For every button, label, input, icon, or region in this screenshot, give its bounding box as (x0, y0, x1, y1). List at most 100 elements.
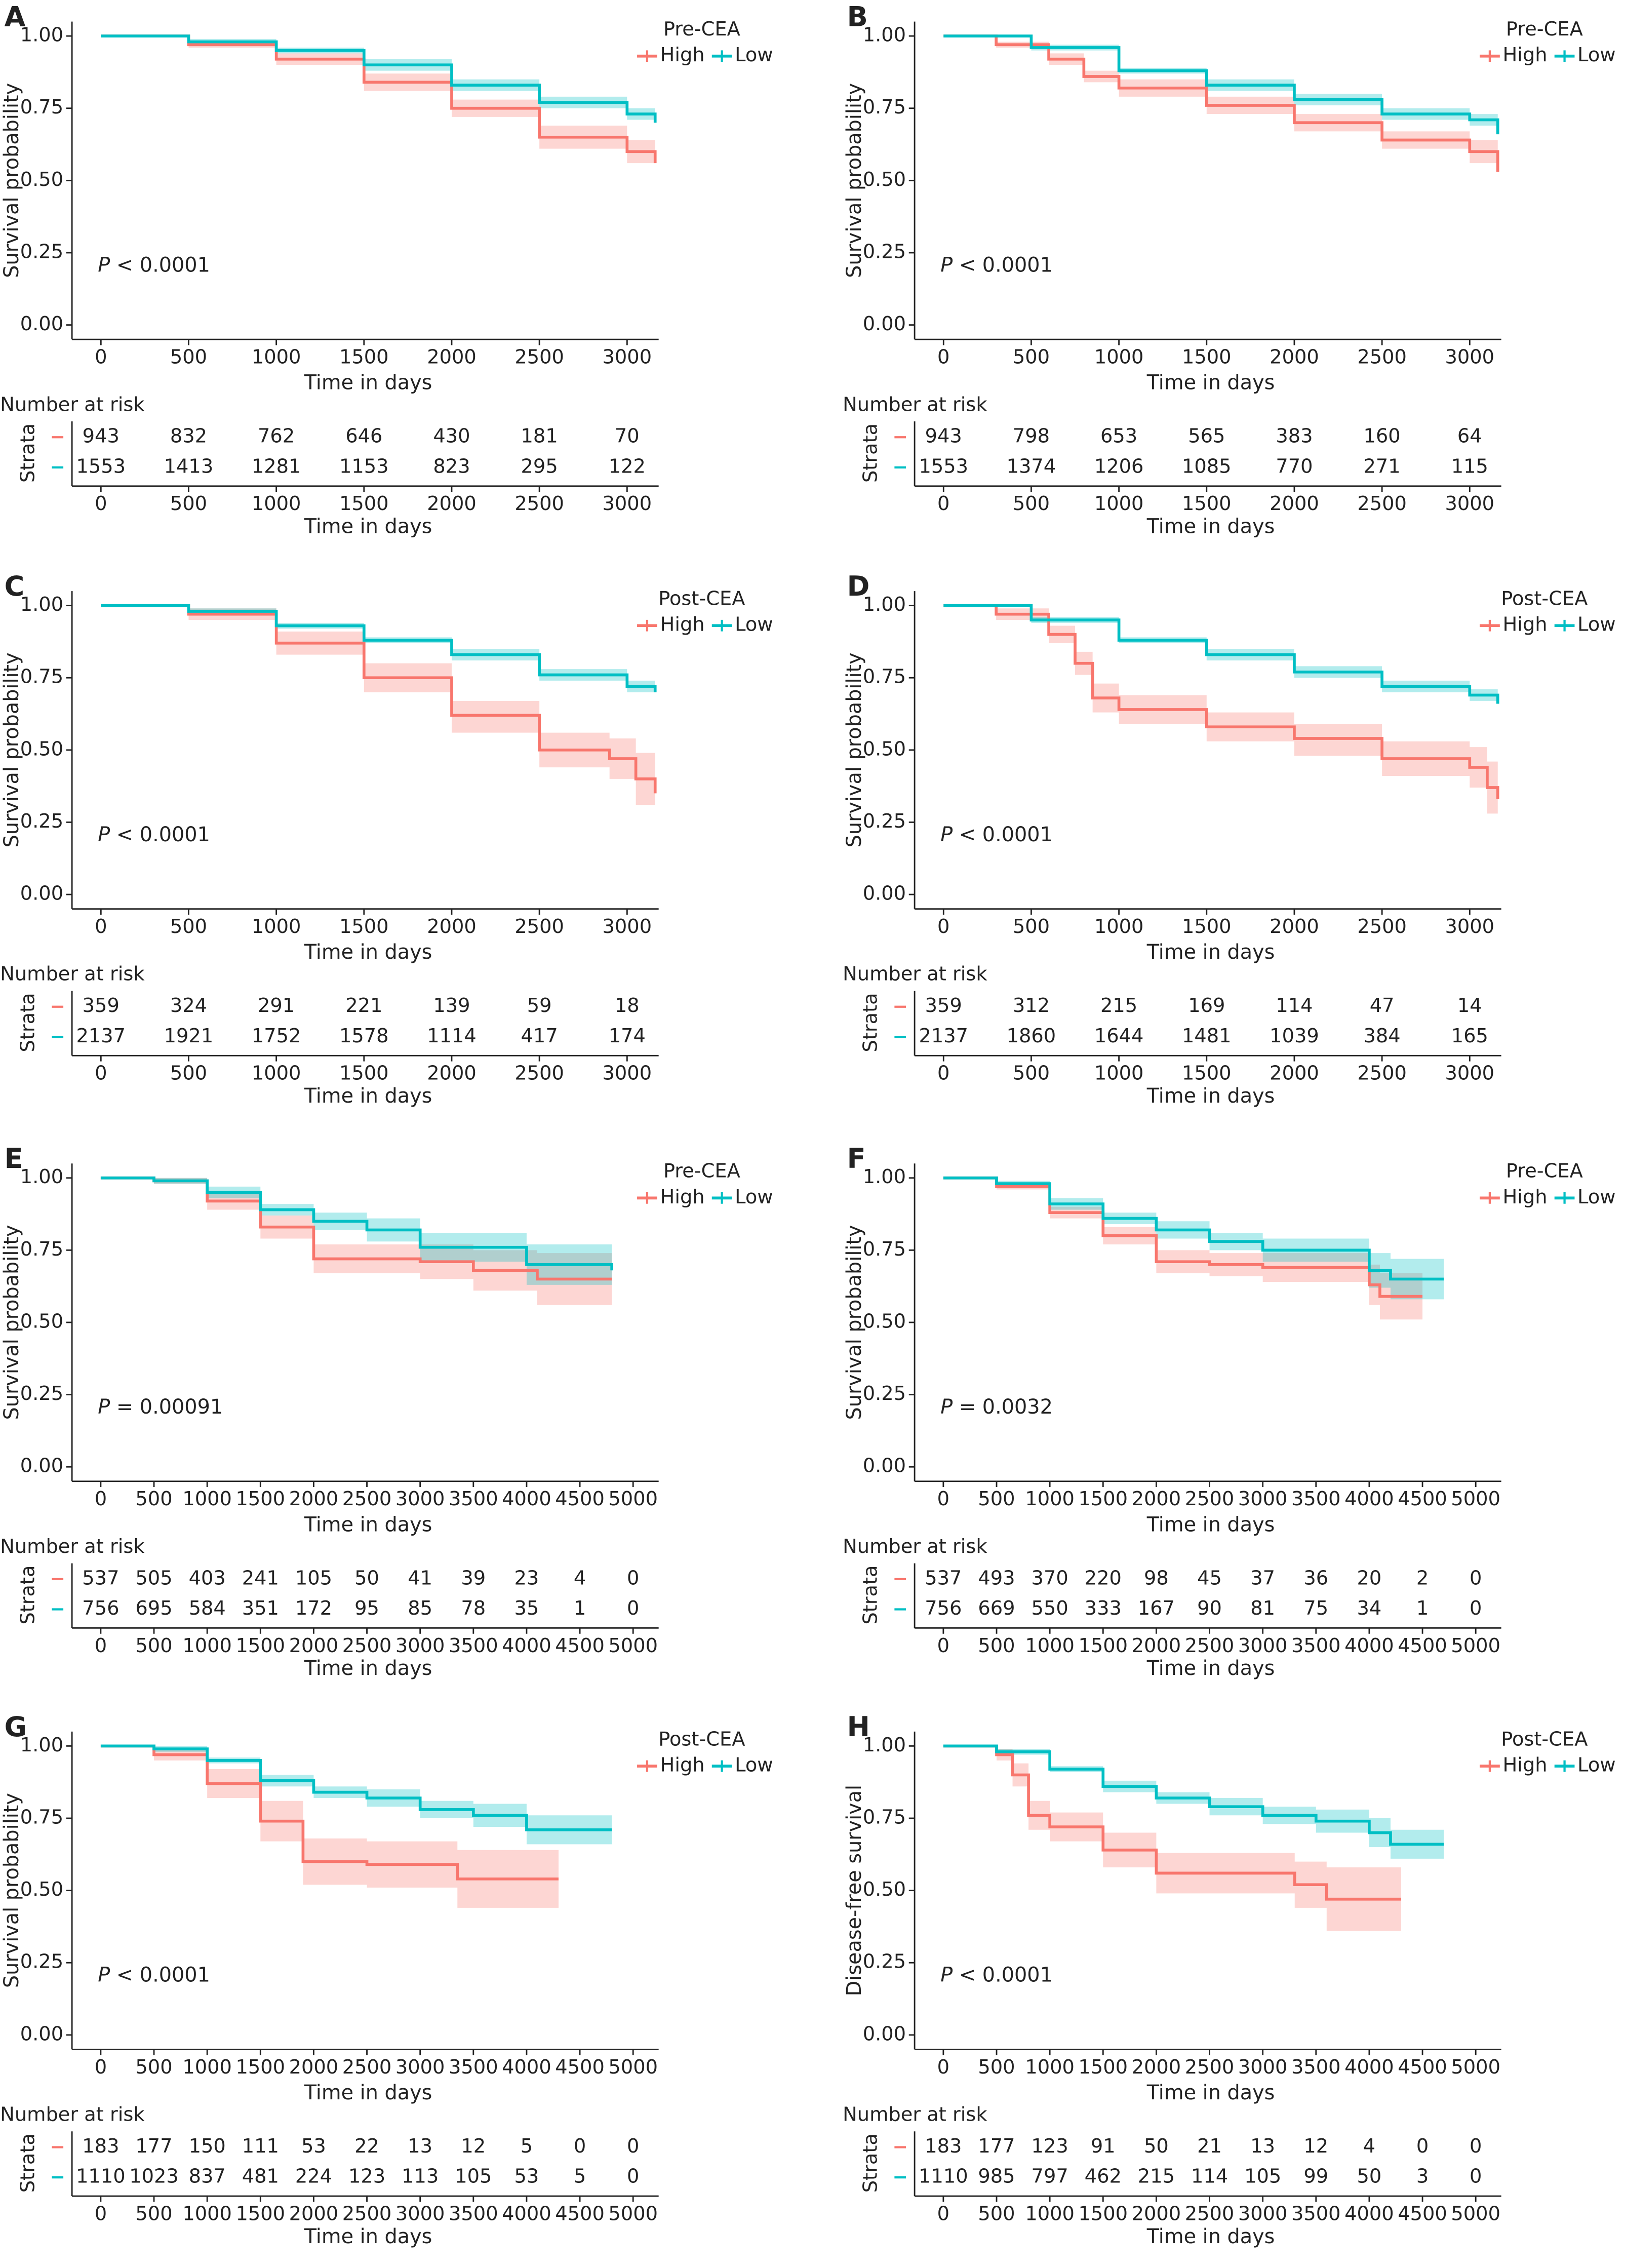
risk-count: 1374 (1007, 455, 1056, 478)
risk-count: 359 (83, 994, 120, 1017)
strata-label: Strata (859, 2133, 882, 2193)
y-tick-label: 1.00 (20, 1734, 63, 1756)
x-tick-label: 2500 (1357, 346, 1407, 369)
x-tick-label: 3000 (603, 346, 652, 369)
risk-count: 0 (627, 1597, 639, 1620)
x-tick-label: 3000 (395, 2056, 445, 2079)
risk-x-tick-label: 2500 (1185, 2202, 1235, 2225)
x-tick-label: 4500 (555, 1488, 605, 1510)
risk-x-tick-label: 3000 (1238, 1634, 1288, 1657)
y-tick-label: 0.00 (20, 2022, 63, 2045)
risk-count: 1644 (1094, 1025, 1144, 1047)
risk-x-tick-label: 1500 (1079, 2202, 1128, 2225)
risk-x-tick-label: 1500 (1182, 492, 1232, 515)
legend-title: Pre-CEA (663, 18, 740, 41)
risk-count: 537 (925, 1567, 962, 1589)
risk-x-axis-label: Time in days (304, 515, 432, 538)
legend-label: Low (1577, 1753, 1615, 1776)
risk-table-title: Number at risk (0, 393, 145, 416)
risk-count: 1481 (1182, 1025, 1232, 1047)
confidence-band (943, 605, 1498, 828)
x-tick-label: 1500 (339, 346, 389, 369)
risk-count: 20 (1357, 1567, 1382, 1589)
risk-count: 5 (521, 2135, 533, 2158)
risk-table-title: Number at risk (0, 2103, 145, 2126)
risk-x-tick-label: 0 (937, 2202, 949, 2225)
p-symbol: P (940, 253, 953, 277)
risk-count: 0 (1416, 2135, 1429, 2158)
y-tick-label: 0.25 (863, 810, 906, 833)
survival-curve (100, 1176, 613, 1271)
panel-label: F (847, 1143, 866, 1175)
risk-count: 669 (978, 1597, 1015, 1620)
legend-label: Low (735, 613, 773, 636)
x-tick-label: 500 (170, 915, 207, 938)
y-tick-label: 0.25 (20, 810, 63, 833)
risk-count: 169 (1188, 994, 1225, 1017)
risk-x-tick-label: 5000 (1451, 1634, 1500, 1657)
panel-label: E (5, 1143, 23, 1175)
y-tick-label: 0.50 (863, 1878, 906, 1901)
risk-count: 221 (345, 994, 382, 1017)
survival-curve (943, 604, 1499, 799)
risk-count: 1114 (427, 1025, 477, 1047)
risk-x-tick-label: 4000 (502, 2202, 551, 2225)
risk-x-tick-label: 1500 (236, 2202, 286, 2225)
risk-count: 2137 (76, 1025, 126, 1047)
x-axis-label: Time in days (1146, 2081, 1275, 2104)
risk-count: 13 (408, 2135, 432, 2158)
y-tick-label: 0.00 (863, 312, 906, 335)
y-tick-label: 0.25 (863, 1950, 906, 1973)
x-tick-label: 2000 (1270, 915, 1319, 938)
legend-label: High (1502, 613, 1547, 636)
risk-table-title: Number at risk (0, 963, 145, 986)
x-tick-label: 2500 (1185, 1488, 1235, 1510)
x-tick-label: 2000 (289, 2056, 339, 2079)
risk-count: 584 (189, 1597, 226, 1620)
x-tick-label: 3500 (1291, 1488, 1341, 1510)
x-tick-label: 2500 (342, 2056, 392, 2079)
y-tick-label: 1.00 (863, 593, 906, 616)
risk-table-title: Number at risk (843, 1535, 987, 1558)
risk-count: 565 (1188, 425, 1225, 448)
p-value: P < 0.0001 (98, 253, 210, 277)
x-tick-label: 5000 (608, 2056, 658, 2079)
risk-x-tick-label: 4000 (1344, 2202, 1394, 2225)
x-tick-label: 0 (937, 915, 949, 938)
risk-count: 5 (574, 2165, 586, 2188)
x-tick-label: 0 (95, 346, 107, 369)
x-tick-label: 5000 (1451, 1488, 1500, 1510)
risk-count: 53 (301, 2135, 326, 2158)
risk-count: 359 (925, 994, 962, 1017)
p-text: < 0.0001 (116, 1963, 210, 1986)
risk-x-tick-label: 2500 (342, 1634, 392, 1657)
risk-x-tick-label: 4000 (502, 1634, 551, 1657)
confidence-band (100, 1178, 612, 1288)
risk-count: 505 (135, 1567, 172, 1589)
risk-count: 1085 (1182, 455, 1232, 478)
legend-title: Post-CEA (658, 1728, 745, 1750)
risk-count: 177 (135, 2135, 172, 2158)
y-axis-label: Survival probability (0, 652, 23, 847)
x-tick-label: 4500 (1398, 1488, 1447, 1510)
x-tick-label: 3500 (1291, 2056, 1341, 2079)
y-tick-label: 0.25 (20, 240, 63, 263)
x-tick-label: 1500 (1182, 915, 1232, 938)
risk-count: 123 (348, 2165, 385, 2188)
x-tick-label: 1500 (236, 1488, 286, 1510)
risk-x-tick-label: 3000 (1445, 1062, 1495, 1085)
risk-x-tick-label: 0 (95, 2202, 107, 2225)
x-tick-label: 0 (937, 1488, 949, 1510)
risk-x-tick-label: 500 (1013, 492, 1050, 515)
y-tick-label: 0.75 (863, 666, 906, 688)
survival-curve (943, 604, 1499, 704)
risk-count: 1153 (339, 455, 389, 478)
x-tick-label: 2000 (289, 1488, 339, 1510)
panel-label: G (5, 1711, 27, 1743)
risk-count: 114 (1276, 994, 1313, 1017)
risk-count: 832 (170, 425, 207, 448)
risk-x-tick-label: 1500 (339, 1062, 389, 1085)
y-tick-label: 0.00 (863, 882, 906, 905)
risk-x-tick-label: 3000 (1238, 2202, 1288, 2225)
risk-count: 943 (925, 425, 962, 448)
